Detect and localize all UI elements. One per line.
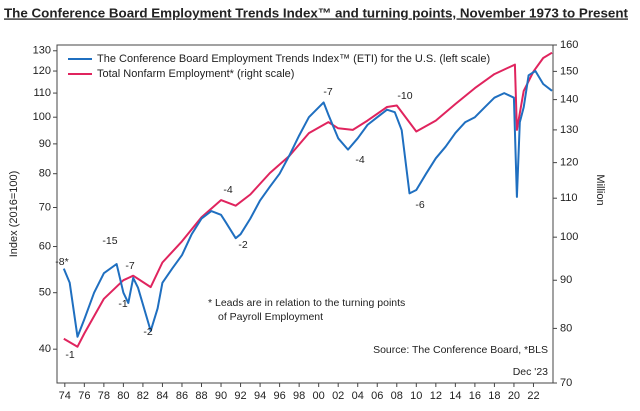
- x-tick-label: 20: [508, 390, 520, 402]
- source: Source: The Conference Board, *BLS: [373, 344, 548, 356]
- x-tick-label: 76: [78, 390, 90, 402]
- y-tick-label: 100: [33, 111, 51, 123]
- x-tick-label: 08: [391, 390, 403, 402]
- series-line: [62, 70, 553, 338]
- legend-label: Total Nonfarm Employment* (right scale): [97, 68, 294, 80]
- y2-tick-label: 160: [560, 39, 578, 51]
- y-tick-label: 110: [33, 87, 51, 99]
- y-tick-label: 40: [39, 343, 51, 355]
- y-axis-label: Index (2016=100): [8, 171, 20, 258]
- annotation: -2: [143, 326, 152, 338]
- x-tick-label: 78: [98, 390, 110, 402]
- x-tick-label: 84: [156, 390, 168, 402]
- note: * Leads are in relation to the turning p…: [208, 297, 405, 309]
- y-tick-label: 60: [39, 240, 51, 252]
- y-tick-label: 70: [39, 201, 51, 213]
- y2-tick-label: 80: [560, 322, 572, 334]
- y-tick-label: 130: [33, 45, 51, 57]
- annotation: -4: [355, 154, 364, 166]
- y-tick-label: 90: [39, 138, 51, 150]
- x-tick-label: 88: [195, 390, 207, 402]
- series-line: [63, 51, 553, 348]
- x-tick-label: 14: [449, 390, 461, 402]
- x-tick-label: 86: [176, 390, 188, 402]
- x-tick-label: 10: [410, 390, 422, 402]
- chart-title: The Conference Board Employment Trends I…: [4, 5, 629, 20]
- y2-tick-label: 90: [560, 274, 572, 286]
- y2-tick-label: 130: [560, 124, 578, 136]
- x-tick-label: 98: [293, 390, 305, 402]
- annotation: -8*: [55, 256, 68, 268]
- x-tick-label: 82: [137, 390, 149, 402]
- x-tick-label: 74: [59, 390, 71, 402]
- annotation: -7: [323, 86, 332, 98]
- y2-tick-label: 140: [560, 94, 578, 106]
- x-tick-label: 18: [488, 390, 500, 402]
- annotation: -6: [415, 199, 424, 211]
- annotation: -4: [223, 184, 232, 196]
- x-tick-label: 12: [430, 390, 442, 402]
- x-tick-label: 04: [352, 390, 364, 402]
- x-tick-label: 16: [469, 390, 481, 402]
- x-tick-label: 00: [313, 390, 325, 402]
- x-tick-label: 22: [527, 390, 539, 402]
- note: of Payroll Employment: [218, 311, 323, 323]
- annotation: -1: [65, 349, 74, 361]
- y2-tick-label: 70: [560, 377, 572, 389]
- y2-tick-label: 150: [560, 65, 578, 77]
- y2-axis-label: Million: [594, 174, 606, 205]
- x-tick-label: 92: [234, 390, 246, 402]
- date-label: Dec '23: [513, 366, 548, 378]
- x-tick-label: 06: [371, 390, 383, 402]
- x-tick-label: 90: [215, 390, 227, 402]
- y-tick-label: 50: [39, 287, 51, 299]
- y-tick-label: 80: [39, 168, 51, 180]
- y2-tick-label: 110: [560, 192, 578, 204]
- annotation: -7: [125, 260, 134, 272]
- y-tick-label: 120: [33, 65, 51, 77]
- x-tick-label: 80: [117, 390, 129, 402]
- x-tick-label: 94: [254, 390, 266, 402]
- annotation: -10: [397, 90, 412, 102]
- legend-label: The Conference Board Employment Trends I…: [97, 53, 490, 65]
- annotation: -1: [118, 298, 127, 310]
- annotation: -15: [102, 235, 117, 247]
- annotation: -2: [238, 239, 247, 251]
- y2-tick-label: 100: [560, 231, 578, 243]
- y2-tick-label: 120: [560, 157, 578, 169]
- legend-box: [62, 50, 397, 84]
- plot-frame: [56, 44, 554, 384]
- x-tick-label: 02: [332, 390, 344, 402]
- x-tick-label: 96: [273, 390, 285, 402]
